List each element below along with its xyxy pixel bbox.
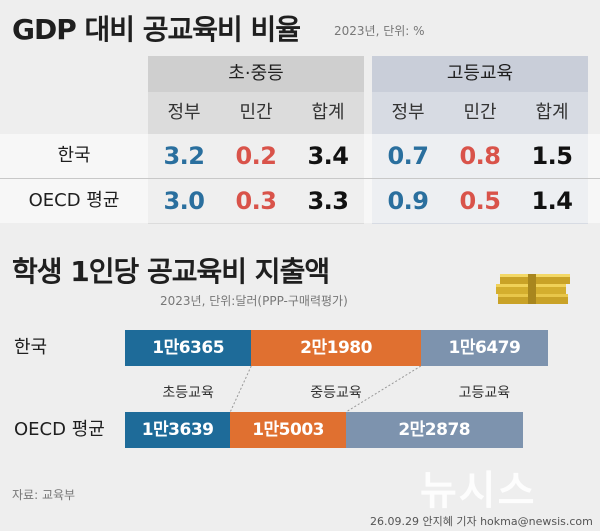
bar-segment: 2만1980 bbox=[251, 330, 421, 366]
segment-caption: 고등교육 bbox=[458, 385, 511, 401]
table-cell: 0.3 bbox=[235, 187, 277, 215]
bar-segment: 1만6365 bbox=[125, 330, 252, 366]
table-cell: 0.7 bbox=[387, 142, 429, 170]
row-label: 한국 bbox=[57, 145, 91, 166]
table-note: 2023년, 단위: % bbox=[334, 24, 425, 38]
table-row bbox=[0, 134, 600, 178]
table-row bbox=[0, 179, 600, 223]
group-header-higher: 고등교육 bbox=[372, 56, 588, 92]
bar-segment: 1만3639 bbox=[125, 412, 231, 448]
group-header-primary-secondary: 초·중등 bbox=[148, 56, 364, 92]
column-header: 정부 bbox=[167, 102, 201, 123]
table-title: GDP 대비 공교육비 비율 bbox=[12, 13, 301, 46]
source-note: 자료: 교육부 bbox=[12, 488, 76, 502]
table-cell: 3.3 bbox=[307, 187, 349, 215]
column-header: 합계 bbox=[535, 102, 569, 123]
bar-segment: 2만2878 bbox=[345, 412, 523, 448]
bar-segment: 1만6479 bbox=[420, 330, 548, 366]
column-header: 정부 bbox=[391, 102, 425, 123]
table-cell: 0.2 bbox=[235, 142, 277, 170]
table-cell: 0.8 bbox=[459, 142, 501, 170]
money-stack-icon bbox=[496, 274, 570, 304]
table-cell: 3.2 bbox=[163, 142, 205, 170]
table-cell: 1.5 bbox=[531, 142, 573, 170]
row-divider bbox=[0, 178, 600, 179]
column-header: 합계 bbox=[311, 102, 345, 123]
bar-row-label: OECD 평균 bbox=[14, 419, 105, 440]
newsis-watermark: 뉴시스 bbox=[420, 468, 537, 514]
bar-chart-title: 학생 1인당 공교육비 지출액 bbox=[12, 255, 330, 288]
segment-caption: 초등교육 bbox=[162, 385, 214, 401]
bar-chart-note: 2023년, 단위:달러(PPP-구매력평가) bbox=[160, 294, 348, 308]
credit-line: 26.09.29 안지혜 기자 hokma@newsis.com bbox=[370, 515, 593, 528]
bar-row-label: 한국 bbox=[14, 337, 48, 358]
column-header: 민간 bbox=[463, 102, 497, 123]
table-cell: 3.0 bbox=[163, 187, 205, 215]
column-header: 민간 bbox=[239, 102, 273, 123]
table-cell: 1.4 bbox=[531, 187, 573, 215]
bar-segment: 1만5003 bbox=[230, 412, 346, 448]
table-cell: 3.4 bbox=[307, 142, 349, 170]
row-label: OECD 평균 bbox=[28, 190, 120, 211]
segment-caption: 중등교육 bbox=[310, 385, 362, 401]
table-cell: 0.9 bbox=[387, 187, 429, 215]
table-cell: 0.5 bbox=[459, 187, 501, 215]
